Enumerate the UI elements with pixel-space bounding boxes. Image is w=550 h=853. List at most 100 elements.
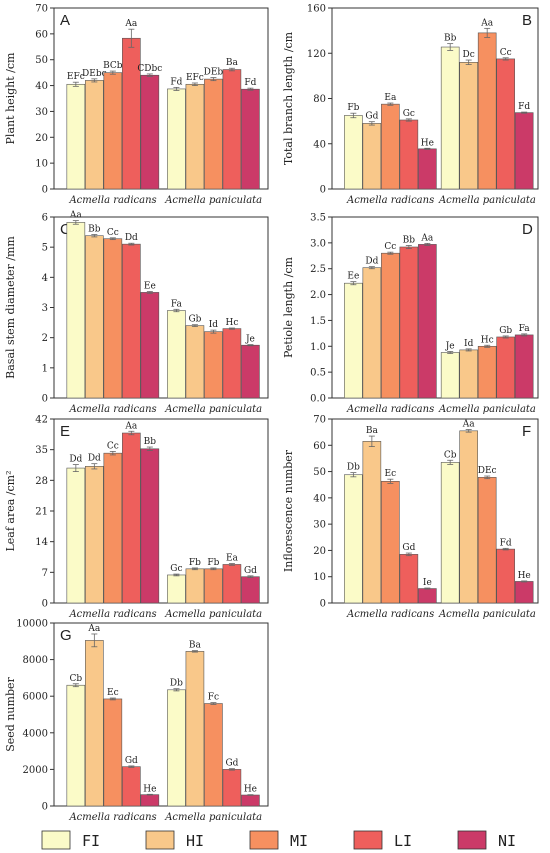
y-tick-label: 20 [313, 546, 326, 557]
bar-ni [140, 794, 160, 807]
bar-li [399, 119, 419, 190]
y-tick-label: 4 [42, 273, 48, 284]
y-tick-label: 40 [313, 493, 326, 504]
significance-label: Gd [365, 112, 378, 122]
category-label: Acmella paniculata [164, 195, 262, 206]
bar-li [122, 432, 141, 604]
bar-fi [167, 574, 186, 604]
y-tick-label: 60 [313, 441, 326, 452]
bar-hi [459, 349, 478, 399]
significance-label: Cc [107, 228, 119, 238]
significance-label: Ea [226, 554, 239, 564]
bar-ni [418, 588, 437, 604]
bar-ni [241, 344, 260, 399]
bar-ni [241, 88, 260, 190]
y-tick-label: 60 [35, 29, 48, 40]
y-tick-label: 6 [42, 213, 48, 224]
y-tick-label: 2.0 [310, 290, 326, 301]
y-tick-label: 0 [42, 599, 48, 610]
bar-mi [204, 331, 223, 399]
bar-hi [85, 235, 104, 399]
bar-li [399, 554, 419, 604]
bar-fi [344, 282, 363, 399]
legend-label-hi: HI [186, 832, 204, 850]
bar-ni [418, 244, 437, 399]
bar-fi [66, 83, 86, 190]
y-tick-label: 50 [313, 467, 326, 478]
significance-label: Gc [170, 564, 182, 574]
y-tick-label: 0 [42, 394, 48, 405]
y-tick-label: 42 [35, 415, 48, 426]
legend-swatch-hi [145, 830, 175, 850]
y-tick-label: 0 [42, 185, 48, 196]
bar-fi [167, 689, 186, 807]
bar-fi [66, 684, 86, 807]
y-tick-label: 30 [313, 520, 326, 531]
y-tick-label: 10 [313, 572, 326, 583]
category-label: Acmella paniculata [438, 404, 536, 415]
significance-label: Cb [444, 450, 457, 460]
y-axis-label: Inflorescence number [282, 449, 295, 572]
significance-label: Id [209, 320, 219, 330]
legend-swatch-mi [249, 830, 279, 850]
significance-label: Gb [188, 315, 201, 325]
panel-letter: C [60, 221, 71, 238]
bar-fi [440, 462, 460, 604]
bar-fi [344, 115, 363, 190]
y-tick-label: 80 [313, 94, 326, 105]
bar-hi [185, 651, 205, 807]
panel-letter: D [522, 221, 533, 238]
y-tick-label: 0.5 [310, 368, 326, 379]
significance-label: EFc [67, 72, 85, 82]
bar-fi [66, 222, 86, 399]
legend-label-li: LI [394, 832, 412, 850]
panel-f: 0 10 20 30 40 50 60 70 Inflorescence number F Db Ba… [282, 415, 539, 620]
significance-label: Cb [70, 674, 83, 684]
significance-label: Db [347, 463, 360, 473]
significance-label: Fd [518, 102, 530, 112]
legend-label-ni: NI [498, 832, 516, 850]
bar-hi [185, 325, 205, 399]
bar-ni [241, 794, 260, 807]
y-axis-label: Plant height /cm [4, 52, 17, 145]
bar-mi [477, 477, 497, 604]
significance-label: Gb [499, 326, 512, 336]
y-tick-label: 10000 [16, 619, 48, 630]
bar-li [399, 246, 419, 399]
y-axis-label: Petiole length /cm [282, 256, 295, 358]
significance-label: Gc [403, 109, 415, 119]
y-tick-label: 6000 [23, 692, 48, 703]
panel-d: 0.0 0.5 1.0 1.5 2.0 2.5 3.0 3.5 Petiole length /… [282, 213, 539, 415]
significance-label: Cc [500, 48, 512, 58]
significance-label: Aa [480, 18, 493, 28]
y-axis-label: Basal stem diameter /mm [4, 236, 17, 379]
bar-li [122, 37, 141, 190]
significance-label: Fc [208, 693, 219, 703]
category-label: Acmella paniculata [438, 609, 536, 620]
panel-letter: G [60, 627, 72, 644]
y-tick-label: 3.0 [310, 238, 326, 249]
y-tick-label: 0 [320, 185, 326, 196]
y-tick-label: 14 [35, 537, 48, 548]
y-tick-label: 3.5 [310, 213, 326, 224]
bar-li [122, 766, 141, 807]
legend-label-fi: FI [82, 832, 100, 850]
significance-label: He [244, 785, 257, 795]
legend: FI HI MI LI NI [41, 830, 516, 850]
significance-label: Gd [225, 759, 238, 769]
significance-label: DEbc [82, 69, 107, 79]
bar-fi [344, 474, 363, 604]
significance-label: DEb [204, 68, 224, 78]
y-tick-label: 7 [42, 568, 48, 579]
plot-frame [53, 7, 269, 190]
bar-mi [103, 238, 123, 399]
bar-hi [362, 123, 382, 190]
significance-label: Fb [189, 558, 201, 568]
y-tick-label: 1 [42, 363, 48, 374]
category-label: Acmella radicans [68, 812, 156, 823]
significance-label: Bb [88, 224, 101, 234]
y-tick-label: 28 [35, 476, 48, 487]
y-tick-label: 70 [313, 415, 326, 426]
significance-label: Fa [171, 299, 183, 309]
